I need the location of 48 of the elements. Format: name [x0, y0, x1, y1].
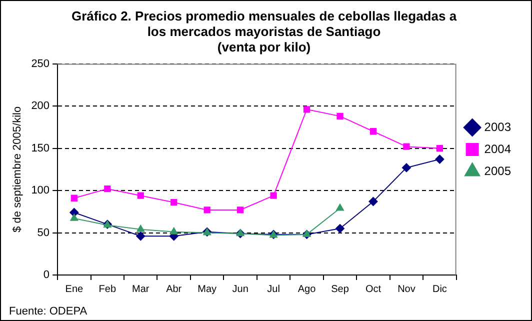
x-tick-label: Feb: [98, 284, 116, 295]
x-tick-label: Jul: [267, 284, 280, 295]
text: (venta por kilo): [217, 40, 311, 55]
y-tick-label: 250: [31, 58, 50, 70]
legend-label: 2003: [484, 120, 512, 134]
x-tick-label: Mar: [132, 284, 150, 295]
x-tick-label: Ene: [65, 284, 84, 295]
point: [370, 128, 377, 135]
y-tick-label: 100: [31, 184, 50, 197]
point: [204, 206, 210, 214]
point: [336, 204, 344, 211]
legend-label: 2005: [484, 164, 512, 178]
y-tick-label: 150: [31, 142, 50, 154]
x-tick-label: Sep: [331, 284, 350, 295]
x-tick-label: Nov: [398, 284, 416, 295]
y-tick-label: 200: [31, 100, 50, 112]
x-tick-label: May: [198, 284, 217, 295]
legend-label: 2004: [484, 142, 512, 156]
point: [402, 163, 411, 172]
point: [336, 224, 344, 234]
point: [303, 106, 310, 113]
y-tick-label: 0: [43, 269, 50, 282]
point: [403, 143, 410, 150]
point: [70, 214, 78, 221]
x-tick-label: Abr: [166, 284, 182, 295]
point: [302, 230, 311, 237]
point: [136, 232, 146, 241]
x-tick-label: Jun: [232, 284, 248, 295]
x-tick-label: Dic: [432, 284, 447, 295]
point: [368, 197, 378, 206]
point: [104, 186, 111, 192]
point: [170, 199, 178, 206]
point: [137, 192, 144, 199]
point: [170, 227, 178, 234]
point: [270, 192, 277, 199]
point: [136, 224, 145, 232]
y-axis-title: $ de septiembre 2005/kilo: [12, 106, 24, 232]
point: [435, 154, 444, 164]
x-tick-label: Oct: [365, 284, 382, 295]
point: [336, 112, 344, 120]
point: [236, 206, 244, 214]
text: Gráfico 2. Precios promedio mensuales de cebollas llegadas a: [71, 8, 457, 24]
text: los mercados mayoristas de Santiago: [147, 24, 381, 39]
source-note: Fuente: ODEPA: [9, 306, 88, 318]
point: [436, 144, 444, 152]
point: [70, 194, 78, 202]
x-tick-label: Ago: [298, 284, 316, 295]
y-tick-label: 50: [37, 226, 50, 239]
